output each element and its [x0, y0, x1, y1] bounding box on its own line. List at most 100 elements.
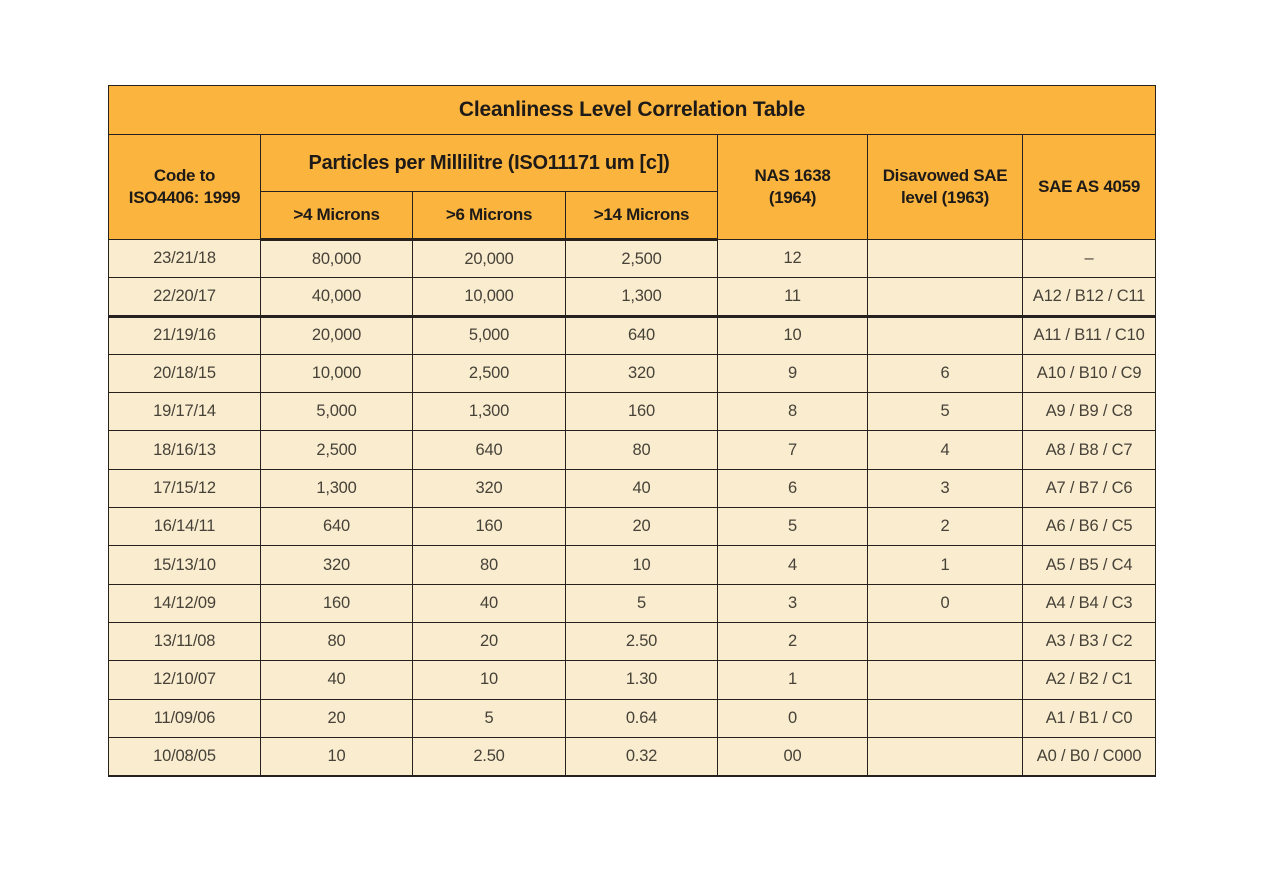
- cell-particles-6-microns: 10: [412, 660, 566, 700]
- iso4406-header-line1: Code to: [153, 165, 216, 185]
- cell-particles-6-microns: 160: [412, 507, 566, 547]
- cell-particles-6-microns: 640: [412, 430, 566, 470]
- cell-disavowed-sae-level: 0: [867, 583, 1023, 623]
- cell-sae-as-4059: A4 / B4 / C3: [1021, 583, 1157, 623]
- cell-sae-as-4059: A0 / B0 / C000: [1021, 736, 1157, 777]
- table-row: 11/09/06 20 5 0.64 0 A1 / B1 / C0: [108, 698, 1157, 738]
- cell-disavowed-sae-level: [867, 277, 1023, 318]
- cell-particles-6-microns: 10,000: [412, 277, 566, 318]
- cell-iso-code: 18/16/13: [108, 430, 261, 470]
- cell-iso-code: 21/19/16: [108, 315, 261, 355]
- cell-sae-as-4059: A12 / B12 / C11: [1021, 277, 1157, 318]
- cell-particles-14-microns: 2,500: [565, 238, 718, 279]
- cell-particles-4-microns: 5,000: [260, 392, 413, 432]
- header-row-top: Code to ISO4406: 1999 Particles per Mill…: [108, 134, 1157, 240]
- cell-sae-as-4059: A11 / B11 / C10: [1021, 315, 1157, 355]
- cell-particles-6-microns: 20,000: [412, 238, 566, 279]
- cell-iso-code: 15/13/10: [108, 545, 261, 585]
- cell-particles-6-microns: 80: [412, 545, 566, 585]
- nas-1638-header-line2: (1964): [768, 188, 817, 207]
- cell-particles-14-microns: 320: [565, 353, 718, 394]
- header-row-microns: >4 Microns >6 Microns >14 Microns: [109, 191, 1156, 241]
- cell-iso-code: 13/11/08: [108, 621, 261, 662]
- column-header-sae-as-4059: SAE AS 4059: [1021, 134, 1157, 240]
- cell-particles-4-microns: 160: [260, 583, 413, 623]
- table-row: 19/17/14 5,000 1,300 160 8 5 A9 / B9 / C…: [108, 392, 1157, 432]
- column-header-iso4406: Code to ISO4406: 1999: [108, 134, 261, 240]
- cell-sae-as-4059: A6 / B6 / C5: [1021, 507, 1157, 547]
- cell-disavowed-sae-level: 5: [867, 392, 1023, 432]
- table-row: 18/16/13 2,500 640 80 7 4 A8 / B8 / C7: [108, 430, 1157, 470]
- cell-particles-4-microns: 10: [260, 736, 413, 777]
- cell-nas-1638: 1: [717, 660, 868, 700]
- cell-particles-6-microns: 40: [412, 583, 566, 623]
- iso4406-header-line2: ISO4406: 1999: [128, 188, 241, 207]
- cell-particles-4-microns: 40,000: [260, 277, 413, 318]
- cell-disavowed-sae-level: 1: [867, 545, 1023, 585]
- cleanliness-correlation-table: Cleanliness Level Correlation Table Code…: [107, 85, 1157, 777]
- table-title: Cleanliness Level Correlation Table: [107, 85, 1157, 135]
- cell-particles-14-microns: 80: [565, 430, 718, 470]
- cell-nas-1638: 5: [717, 507, 868, 547]
- table-row: 16/14/11 640 160 20 5 2 A6 / B6 / C5: [108, 507, 1157, 547]
- table-row: 12/10/07 40 10 1.30 1 A2 / B2 / C1: [108, 660, 1157, 700]
- table-row: 10/08/05 10 2.50 0.32 00 A0 / B0 / C000: [108, 736, 1157, 777]
- cell-particles-6-microns: 5: [412, 698, 566, 738]
- column-header-6-microns: >6 Microns: [412, 191, 566, 241]
- table-row: 17/15/12 1,300 320 40 6 3 A7 / B7 / C6: [108, 468, 1157, 509]
- cell-nas-1638: 00: [717, 736, 868, 777]
- cell-particles-14-microns: 5: [565, 583, 718, 623]
- table-row: 13/11/08 80 20 2.50 2 A3 / B3 / C2: [108, 621, 1157, 662]
- table-row: 21/19/16 20,000 5,000 640 10 A11 / B11 /…: [108, 315, 1157, 355]
- table-body: 23/21/18 80,000 20,000 2,500 12 – 22/20/…: [108, 238, 1157, 777]
- cell-particles-14-microns: 2.50: [565, 621, 718, 662]
- cell-nas-1638: 0: [717, 698, 868, 738]
- cell-particles-14-microns: 0.64: [565, 698, 718, 738]
- cell-sae-as-4059: A7 / B7 / C6: [1021, 468, 1157, 509]
- cell-particles-14-microns: 640: [565, 315, 718, 355]
- cell-disavowed-sae-level: 2: [867, 507, 1023, 547]
- cell-particles-4-microns: 1,300: [260, 468, 413, 509]
- cell-particles-14-microns: 1.30: [565, 660, 718, 700]
- cell-particles-6-microns: 2,500: [412, 353, 566, 394]
- cell-disavowed-sae-level: 6: [867, 353, 1023, 394]
- disavowed-sae-header-line2: level (1963): [900, 188, 990, 207]
- cell-particles-4-microns: 80: [260, 621, 413, 662]
- cell-nas-1638: 4: [717, 545, 868, 585]
- cell-iso-code: 22/20/17: [108, 277, 261, 318]
- cell-particles-6-microns: 320: [412, 468, 566, 509]
- cell-iso-code: 14/12/09: [108, 583, 261, 623]
- cell-sae-as-4059: –: [1021, 238, 1157, 279]
- cell-disavowed-sae-level: [867, 736, 1023, 777]
- cell-iso-code: 16/14/11: [108, 507, 261, 547]
- cell-sae-as-4059: A9 / B9 / C8: [1021, 392, 1157, 432]
- cell-particles-14-microns: 20: [565, 507, 718, 547]
- cell-iso-code: 20/18/15: [108, 353, 261, 394]
- cell-particles-14-microns: 1,300: [565, 277, 718, 318]
- cell-nas-1638: 8: [717, 392, 868, 432]
- cell-particles-4-microns: 2,500: [260, 430, 413, 470]
- cell-nas-1638: 7: [717, 430, 868, 470]
- table-row: 15/13/10 320 80 10 4 1 A5 / B5 / C4: [108, 545, 1157, 585]
- cell-nas-1638: 2: [717, 621, 868, 662]
- cell-nas-1638: 10: [717, 315, 868, 355]
- cell-sae-as-4059: A5 / B5 / C4: [1021, 545, 1157, 585]
- cell-particles-6-microns: 2.50: [412, 736, 566, 777]
- cell-particles-14-microns: 160: [565, 392, 718, 432]
- cell-particles-14-microns: 10: [565, 545, 718, 585]
- column-header-disavowed-sae: Disavowed SAE level (1963): [867, 134, 1023, 240]
- cell-iso-code: 19/17/14: [108, 392, 261, 432]
- column-header-14-microns: >14 Microns: [565, 191, 718, 241]
- cell-particles-4-microns: 40: [260, 660, 413, 700]
- cell-iso-code: 12/10/07: [108, 660, 261, 700]
- cell-sae-as-4059: A8 / B8 / C7: [1021, 430, 1157, 470]
- cell-particles-6-microns: 5,000: [412, 315, 566, 355]
- cell-disavowed-sae-level: [867, 621, 1023, 662]
- cell-nas-1638: 6: [717, 468, 868, 509]
- cell-disavowed-sae-level: [867, 660, 1023, 700]
- cell-iso-code: 23/21/18: [108, 238, 261, 279]
- cell-particles-4-microns: 320: [260, 545, 413, 585]
- cell-iso-code: 10/08/05: [108, 736, 261, 777]
- cell-particles-14-microns: 40: [565, 468, 718, 509]
- cell-nas-1638: 3: [717, 583, 868, 623]
